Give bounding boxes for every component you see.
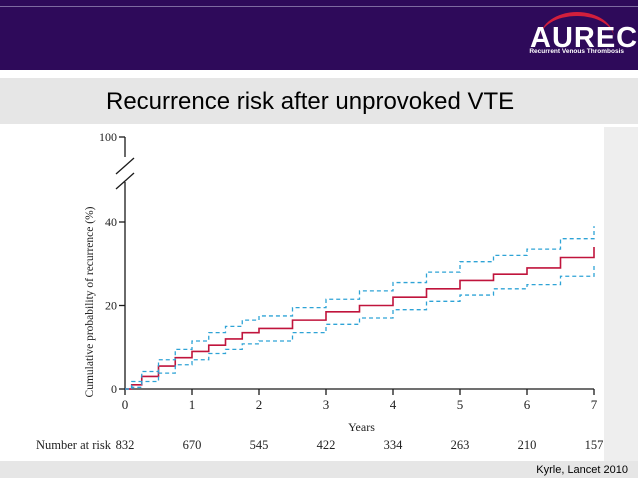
y-tick-label: 20	[105, 299, 117, 313]
series-lower-ci-line	[125, 263, 595, 390]
risk-table-value: 422	[317, 438, 336, 452]
footer-band	[0, 461, 638, 478]
x-tick-label: 3	[323, 397, 330, 412]
side-strip	[604, 127, 638, 461]
citation: Kyrle, Lancet 2010	[536, 464, 628, 476]
risk-table-value: 545	[250, 438, 269, 452]
axis-break-mark	[115, 172, 135, 190]
logo-subtitle: Recurrent Venous Thrombosis	[529, 48, 624, 55]
header-banner: AUREC Recurrent Venous Thrombosis	[0, 0, 638, 70]
risk-table-value: 670	[183, 438, 202, 452]
logo-text: AUREC	[530, 22, 638, 54]
logo-arc-icon	[540, 12, 614, 38]
risk-table-value: 334	[384, 438, 404, 452]
risk-table-value: 157	[585, 438, 604, 452]
risk-table-label: Number at risk	[36, 438, 112, 452]
x-tick-label: 5	[457, 397, 464, 412]
aurec-logo: AUREC Recurrent Venous Thrombosis	[524, 12, 637, 60]
axis-break-mark	[115, 157, 135, 175]
y-tick-label: 0	[111, 382, 117, 396]
x-axis-title: Years	[348, 420, 375, 434]
series-upper-ci-line	[125, 226, 595, 390]
x-tick-label: 4	[390, 397, 397, 412]
km-chart: 0 20 40 100 0 1 2 3 4 5 6 7 Years Cumulative probabil…	[36, 130, 603, 452]
x-tick-label: 2	[256, 397, 263, 412]
y-axis-title: Cumulative probability of recurrence (%)	[84, 206, 96, 397]
chart-panel: 0 20 40 100 0 1 2 3 4 5 6 7 Years Cumulative probabil…	[30, 127, 604, 461]
series-estimate-line	[125, 247, 595, 390]
slide-title: Recurrence risk after unprovoked VTE	[106, 88, 515, 115]
x-tick-label: 7	[591, 397, 598, 412]
risk-table-value: 263	[451, 438, 470, 452]
title-band	[0, 78, 638, 124]
risk-table-value: 210	[518, 438, 537, 452]
x-tick-label: 1	[189, 397, 196, 412]
x-tick-label: 0	[122, 397, 129, 412]
x-tick-label: 6	[524, 397, 531, 412]
chart-labels: 0 20 40 100 0 1 2 3 4 5 6 7 Years Cumulative probabil…	[36, 130, 603, 452]
y-tick-label: 40	[105, 215, 117, 229]
chart-series	[125, 226, 595, 390]
chart-axes	[115, 136, 595, 395]
risk-table-value: 832	[116, 438, 135, 452]
y-tick-label-top: 100	[99, 130, 117, 144]
banner-rule	[0, 6, 638, 7]
